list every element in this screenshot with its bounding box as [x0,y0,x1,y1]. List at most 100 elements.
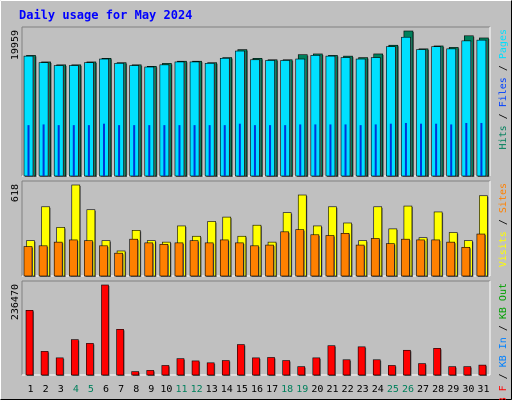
bar-kb-f-day-20 [312,357,321,376]
bar-kb-f-day-23 [357,346,366,376]
legend-separator: / [498,59,509,77]
x-tick-label: 28 [432,384,444,395]
bar-files-day-9 [148,125,151,176]
bar-files-day-22 [344,124,347,176]
x-tick-label: 1 [28,384,34,395]
x-tick-label: 14 [221,384,233,395]
bar-kb-f-day-2 [40,351,49,376]
x-tick-label: 30 [462,384,474,395]
bar-sites-day-31 [476,233,486,277]
bar-kb-f-day-6 [101,284,109,376]
bar-kb-f-day-19 [297,366,306,376]
legend-item-kb-out: KB Out [498,283,509,319]
bar-sites-day-4 [68,239,78,277]
x-tick-label: 22 [342,384,354,395]
x-tick-label: 17 [266,384,278,395]
panel-legend: KB F / KB In / KB Out [498,283,509,400]
x-tick-label: 9 [148,384,154,395]
bar-files-day-15 [238,123,241,176]
x-tick-label: 12 [191,384,203,395]
bar-files-day-31 [480,122,483,176]
bar-files-day-11 [178,125,181,176]
x-tick-label: 10 [160,384,172,395]
x-tick-label: 2 [43,384,49,395]
bar-files-day-20 [314,124,317,176]
legend-separator: / [498,107,509,125]
x-tick-label: 16 [251,384,263,395]
x-tick-label: 31 [477,384,489,395]
bar-files-day-6 [102,123,105,176]
bar-kb-f-day-29 [448,366,457,376]
panel-legend: Visits / Sites [498,183,509,267]
bar-sites-day-6 [99,245,108,277]
bar-sites-day-8 [129,238,138,277]
bar-sites-day-11 [174,242,184,277]
bar-files-day-29 [450,124,453,176]
panel-bars [25,284,487,376]
bar-sites-day-17 [265,244,274,277]
bar-files-day-25 [389,123,392,176]
legend-item-kb-in: KB In [498,337,509,367]
legend-separator: / [498,213,509,231]
bar-sites-day-23 [355,244,365,277]
bar-sites-day-26 [401,238,410,277]
bar-sites-day-14 [219,239,229,277]
x-tick-label: 20 [311,384,323,395]
bar-kb-f-day-11 [176,358,185,376]
legend-separator: / [498,367,509,385]
bar-files-day-1 [27,125,30,176]
x-tick-label: 26 [402,384,414,395]
bar-files-day-26 [404,122,407,176]
bar-sites-day-28 [431,239,440,277]
bar-sites-day-2 [38,245,48,277]
bar-sites-day-15 [235,242,244,277]
legend-item-pages: Pages [498,29,509,59]
bar-sites-day-20 [310,234,320,277]
bar-files-day-3 [57,125,60,176]
panel-hits-files-pages: 19959 Hits / Files / Pages [10,26,509,178]
bar-kb-f-day-27 [418,363,426,376]
x-tick-label: 24 [372,384,384,395]
bar-sites-day-7 [114,252,123,277]
bar-sites-day-12 [189,240,199,277]
x-tick-label: 8 [133,384,139,395]
panel-bars [23,184,489,277]
panel-kbytes: 236470 KB F / KB In / KB Out [10,280,509,400]
x-tick-label: 4 [73,384,79,395]
bar-kb-f-day-5 [86,343,94,376]
legend-item-visits: Visits [498,231,509,267]
bar-kb-f-day-8 [131,371,139,376]
panel-legend: Hits / Files / Pages [498,29,509,149]
bar-files-day-2 [42,124,45,176]
x-tick-label: 7 [118,384,124,395]
bar-files-day-19 [299,124,302,176]
bar-sites-day-3 [53,241,63,277]
bar-files-day-13 [208,125,211,176]
bar-files-day-21 [329,124,332,176]
bar-sites-day-24 [370,238,380,277]
bar-kb-f-day-1 [25,309,34,376]
bar-sites-day-1 [23,246,33,277]
bar-files-day-28 [435,123,438,176]
x-tick-label: 13 [206,384,218,395]
bar-sites-day-18 [280,231,289,277]
bar-files-day-8 [133,125,136,176]
x-tick-label: 3 [58,384,64,395]
bar-kb-f-day-31 [478,364,487,376]
bar-files-day-4 [72,125,75,176]
bar-kb-f-day-10 [161,365,170,376]
bar-files-day-10 [163,125,166,176]
bar-files-day-30 [465,122,468,176]
panel-visits-sites: 618 Visits / Sites [10,180,509,277]
bar-files-day-14 [223,125,226,176]
bar-files-day-18 [284,125,287,176]
bar-kb-f-day-15 [237,344,245,376]
bar-kb-f-day-12 [191,360,200,376]
bar-sites-day-27 [416,239,425,277]
x-tick-label: 5 [88,384,94,395]
bar-kb-f-day-24 [372,359,381,376]
bar-kb-f-day-4 [70,339,79,376]
bar-sites-day-19 [295,229,305,277]
x-tick-label: 23 [357,384,369,395]
bar-kb-f-day-22 [342,359,351,376]
